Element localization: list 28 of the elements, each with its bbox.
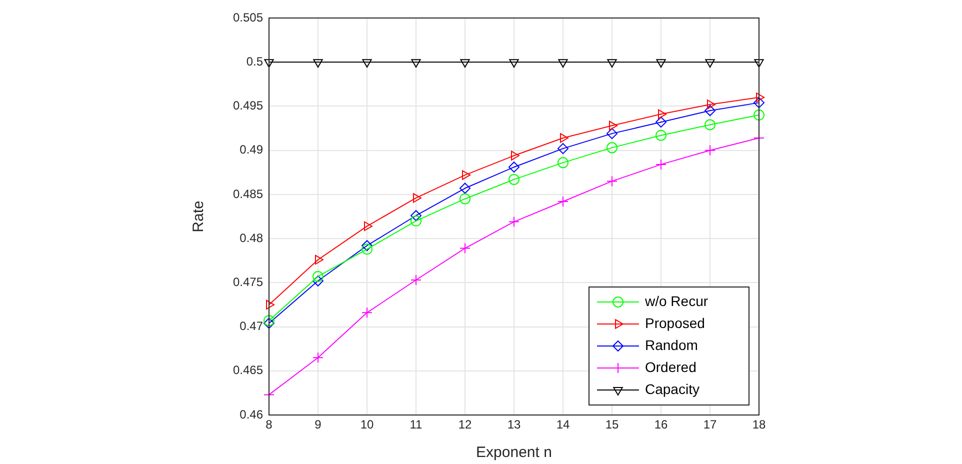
legend-label: w/o Recur — [644, 292, 708, 309]
y-tick-label: 0.46 — [240, 407, 264, 422]
y-tick-label: 0.49 — [240, 142, 264, 157]
y-tick-label: 0.485 — [232, 186, 264, 201]
x-tick-label: 11 — [410, 418, 423, 432]
y-tick-label: 0.5 — [246, 54, 264, 68]
y-axis-title: Rate — [190, 200, 208, 232]
x-tick-label: 18 — [752, 418, 766, 432]
y-tick-label: 0.475 — [232, 274, 264, 289]
y-tick-label: 0.465 — [232, 363, 264, 378]
x-axis-title: Exponent n — [476, 444, 552, 462]
x-tick-label: 13 — [507, 418, 521, 432]
x-tick-label: 14 — [556, 418, 570, 432]
y-tick-label: 0.505 — [232, 10, 264, 24]
x-tick-label: 15 — [605, 418, 619, 432]
x-tick-label: 9 — [314, 418, 322, 432]
x-tick-label: 12 — [458, 418, 472, 432]
y-tick-label: 0.47 — [240, 319, 264, 334]
x-tick-label: 17 — [703, 418, 717, 432]
legend-label: Ordered — [645, 358, 696, 375]
legend-label: Proposed — [645, 314, 705, 331]
x-tick-label: 16 — [654, 418, 668, 432]
y-tick-label: 0.48 — [240, 230, 264, 245]
x-tick-label: 8 — [266, 418, 273, 432]
x-tick-label: 10 — [360, 418, 374, 432]
legend-label: Capacity — [645, 380, 700, 397]
y-tick-label: 0.495 — [232, 98, 264, 113]
legend-label: Random — [645, 336, 698, 353]
